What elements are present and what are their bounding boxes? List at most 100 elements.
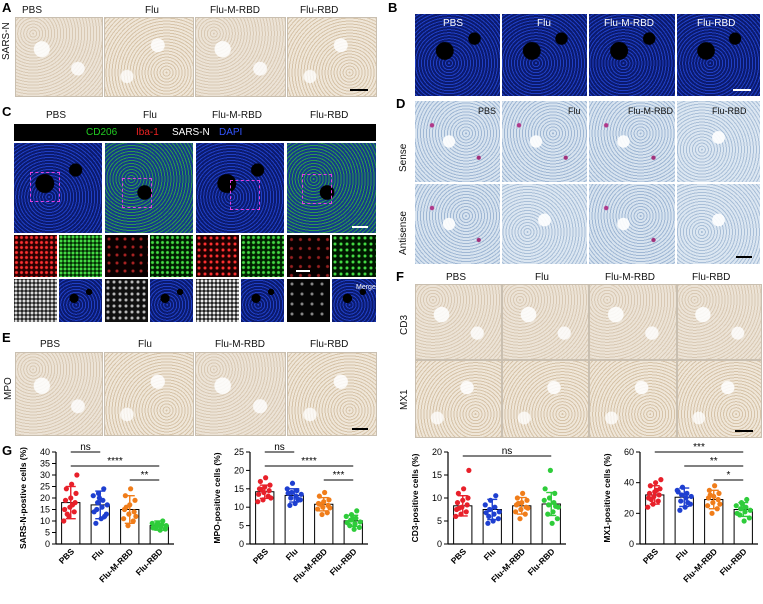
chart-3-point-PBS-12 xyxy=(648,496,654,503)
panel-a-image-flu xyxy=(104,17,194,97)
chart-3-point-Flu-RBD-6 xyxy=(743,504,749,510)
chart-3-ylabel: MX1-positive cells (%) xyxy=(602,453,612,542)
panel-c-sarsn-pbs xyxy=(14,279,57,322)
chart-2-point-Flu-RBD-9 xyxy=(552,490,558,496)
panel-a-scale-bar xyxy=(350,89,368,91)
panel-c-dapi-flu-m-rbd xyxy=(241,279,284,322)
chart-0-point-Flu-10 xyxy=(101,486,107,492)
panel-c-cd206-pbs xyxy=(59,235,102,277)
chart-0-point-Flu-13 xyxy=(102,513,108,519)
panel-d-antisense-pbs xyxy=(415,184,500,264)
chart-0-ytick-label-0: 0 xyxy=(45,539,50,549)
chart-2-point-PBS-8 xyxy=(465,495,471,501)
chart-0-point-Flu-M-RBD-4 xyxy=(131,509,137,515)
chart-3-point-Flu-M-RBD-0 xyxy=(709,510,715,516)
panel-e-image-flu-rbd xyxy=(287,352,377,436)
chart-1-point-Flu-M-RBD-7 xyxy=(326,497,332,503)
chart-0-point-Flu-8 xyxy=(90,493,96,499)
chart-3-point-Flu-0 xyxy=(677,507,683,513)
chart-0-point-PBS-6 xyxy=(62,497,69,503)
chart-3-ytick-label-1: 20 xyxy=(624,508,634,518)
panel-b-label-flu-m-rbd: Flu-M-RBD xyxy=(604,18,654,29)
chart-2-point-PBS-11 xyxy=(466,467,472,473)
chart-3-point-Flu-RBD-7 xyxy=(733,503,739,509)
chart-2-ylabel: CD3-positive cells (%) xyxy=(410,453,420,542)
chart-0-point-Flu-M-RBD-10 xyxy=(133,513,139,519)
chart-2-xtick-label-PBS: PBS xyxy=(449,546,469,566)
chart-0-point-PBS-3 xyxy=(62,506,68,513)
chart-2-point-Flu-RBD-10 xyxy=(542,486,548,492)
chart-1-point-PBS-0 xyxy=(255,499,261,505)
chart-0-ytick-label-2: 10 xyxy=(40,516,50,526)
panel-f-row-mx1: MX1 xyxy=(399,389,410,410)
panel-f-mx1-flu-m-rbd xyxy=(589,360,677,438)
panel-f-cd3-pbs xyxy=(415,284,502,360)
chart-2-point-Flu-8 xyxy=(482,502,488,508)
panel-c-iba1-flu xyxy=(105,235,148,277)
chart-2-ytick-label-2: 10 xyxy=(432,493,442,503)
chart-1-point-Flu-0 xyxy=(287,502,293,508)
chart-0-point-Flu-RBD-10 xyxy=(150,525,156,531)
panel-f-mx1-flu xyxy=(502,360,589,438)
chart-1-point-Flu-5 xyxy=(298,491,304,497)
chart-3-point-Flu-10 xyxy=(685,500,691,506)
panel-f-cd3-flu xyxy=(502,284,589,360)
chart-1-point-Flu-3 xyxy=(288,495,294,501)
chart-3-point-Flu-M-RBD-9 xyxy=(712,483,718,489)
chart-0-xtick-label-Flu-RBD: Flu-RBD xyxy=(134,546,165,577)
chart-2-point-Flu-6 xyxy=(487,506,493,513)
panel-e-label-flu: Flu xyxy=(138,339,152,350)
chart-2-point-PBS-9 xyxy=(455,490,461,496)
chart-0-ytick-label-1: 5 xyxy=(45,528,50,538)
chart-3-point-PBS-10 xyxy=(653,480,659,486)
chart-0-sig-label-0: ns xyxy=(80,442,91,453)
panel-c-merge-label: Merge xyxy=(356,284,376,291)
panel-e-row-label: MPO xyxy=(3,377,14,400)
chart-1-point-Flu-RBD-0 xyxy=(351,526,357,532)
chart-0-ytick-label-3: 15 xyxy=(40,505,50,515)
panel-c-image-flu-m-rbd xyxy=(196,143,284,233)
panel-letter-a: A xyxy=(2,0,12,15)
chart-3-point-Flu-RBD-0 xyxy=(741,518,747,524)
panel-b-label-pbs: PBS xyxy=(443,18,464,29)
panel-b-image-flu-rbd xyxy=(677,14,760,96)
chart-3-point-Flu-7 xyxy=(684,490,690,496)
chart-1-ytick-label-0: 0 xyxy=(239,539,244,549)
panel-c-merge-flu-rbd xyxy=(332,279,376,322)
chart-1-point-Flu-M-RBD-10 xyxy=(327,505,333,511)
chart-3-point-Flu-6 xyxy=(679,492,685,498)
chart-2-point-Flu-M-RBD-9 xyxy=(520,490,526,496)
panel-d-row-antisense: Antisense xyxy=(398,211,409,255)
chart-3-point-PBS-2 xyxy=(655,498,661,504)
chart-1-ytick-label-5: 25 xyxy=(234,447,244,457)
panel-c-inset-box-flu-m-rbd xyxy=(230,180,260,210)
panel-b-label-flu-rbd: Flu-RBD xyxy=(697,18,736,29)
chart-1-sig-label-2: *** xyxy=(333,470,345,481)
chart-2-point-Flu-RBD-0 xyxy=(549,520,555,526)
chart-1-point-Flu-RBD-11 xyxy=(349,516,355,522)
panel-a-label-flu: Flu xyxy=(145,5,159,16)
chart-1-sig-label-1: **** xyxy=(301,456,317,467)
chart-2-point-PBS-5 xyxy=(464,502,470,508)
panel-d-antisense-flu-rbd xyxy=(677,184,760,264)
chart-2-point-Flu-RBD-12 xyxy=(553,503,559,509)
chart-3-point-Flu-M-RBD-10 xyxy=(717,501,723,507)
chart-3-point-Flu-RBD-10 xyxy=(734,510,740,516)
chart-1-point-PBS-9 xyxy=(257,478,263,485)
panel-a-image-pbs xyxy=(15,17,103,97)
panel-d-sense-flu-rbd xyxy=(677,101,760,182)
chart-3-sig-label-2: * xyxy=(727,470,731,481)
panel-e-image-flu-m-rbd xyxy=(195,352,286,436)
chart-1-xtick-label-PBS: PBS xyxy=(251,546,271,566)
panel-c-cd206-flu-m-rbd xyxy=(241,235,284,277)
chart-2-ytick-label-0: 0 xyxy=(437,539,442,549)
chart-3-point-PBS-11 xyxy=(658,477,664,483)
chart-3-point-Flu-M-RBD-3 xyxy=(710,500,716,506)
panel-c-label-flu: Flu xyxy=(143,110,157,121)
panel-c-iba1-pbs xyxy=(14,235,57,277)
panel-b-scale-bar xyxy=(733,89,751,91)
panel-b-image-pbs xyxy=(415,14,500,96)
chart-1-point-Flu-M-RBD-9 xyxy=(322,489,328,496)
chart-3-point-Flu-11 xyxy=(675,489,681,495)
